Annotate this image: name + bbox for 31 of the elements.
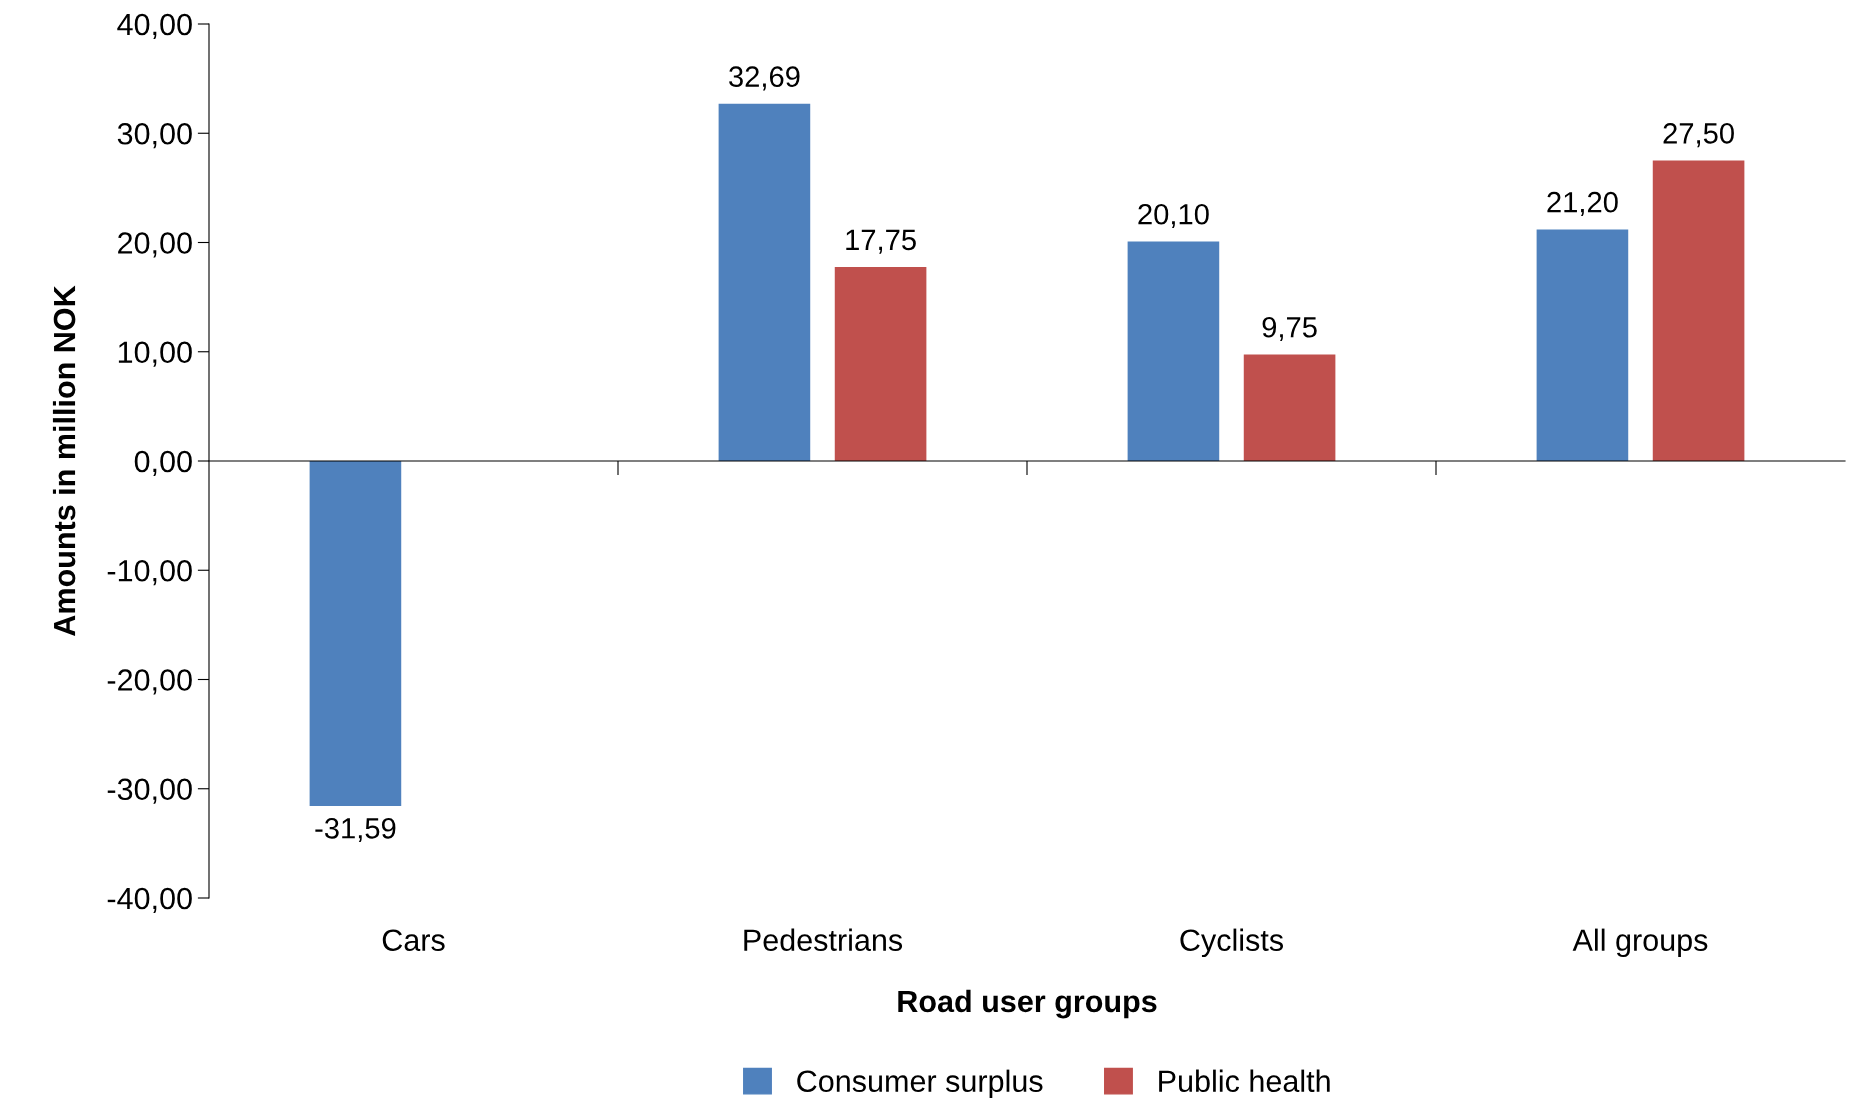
x-tick-label: Cars [382, 929, 445, 952]
data-label: 17,75 [846, 229, 916, 254]
bar [718, 103, 811, 461]
y-tick-label: 0,00 [134, 450, 192, 476]
x-tick-label: Pedestrians [744, 928, 903, 952]
bar [1652, 160, 1745, 461]
y-tick-label: 10,00 [118, 341, 192, 367]
bar [1127, 241, 1220, 461]
data-label: 32,69 [729, 66, 800, 91]
y-tick-label: 40,00 [117, 13, 192, 39]
x-tick-label: Cyclists [1180, 928, 1284, 958]
data-label: -31,59 [315, 818, 396, 843]
data-label: 21,20 [1547, 191, 1618, 216]
y-tick-label: -20,00 [107, 669, 192, 695]
bar [1536, 229, 1629, 461]
y-tick-label: 30,00 [117, 122, 192, 149]
x-axis-title: Road user groups [898, 989, 1157, 1019]
data-label: 27,50 [1663, 123, 1734, 148]
data-label: 9,75 [1262, 316, 1317, 342]
y-tick-label: 20,00 [118, 232, 192, 258]
bar [834, 267, 927, 461]
bar [1243, 354, 1336, 461]
legend-label: Public health [1159, 1069, 1330, 1093]
y-tick-label: -10,00 [107, 559, 192, 586]
bar [309, 461, 402, 807]
x-tick-label: All groups [1572, 928, 1708, 958]
legend-label: Consumer surplus [797, 1069, 1043, 1099]
data-label: 20,10 [1138, 203, 1209, 228]
y-tick-label: -30,00 [107, 778, 192, 804]
y-tick-label: -40,00 [107, 887, 192, 913]
y-axis-title: Amounts in million NOK [52, 285, 76, 636]
